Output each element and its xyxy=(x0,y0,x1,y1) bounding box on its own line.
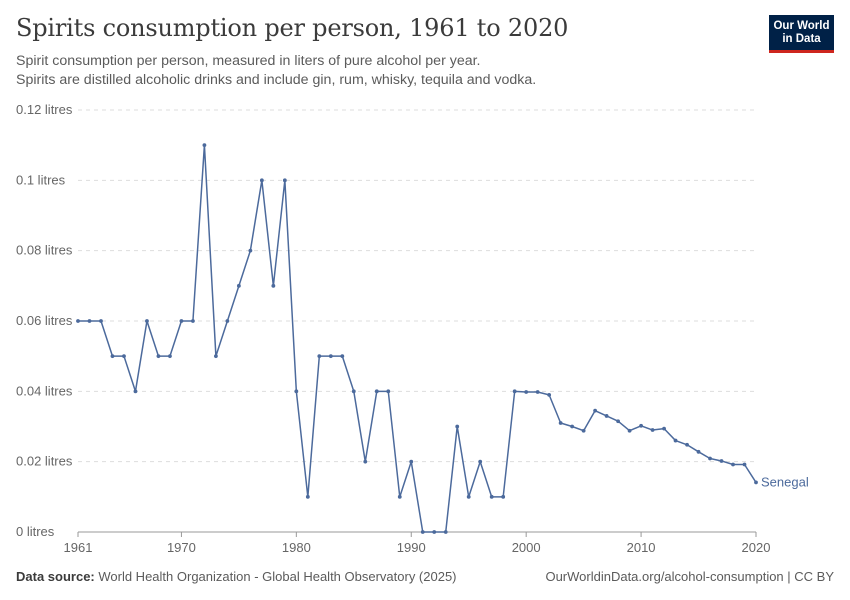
data-point xyxy=(547,392,552,397)
data-point xyxy=(156,354,161,359)
data-point xyxy=(754,480,758,485)
data-point xyxy=(282,178,287,183)
subtitle-line-2: Spirits are distilled alcoholic drinks a… xyxy=(16,72,537,88)
data-point xyxy=(248,248,253,253)
tick-labels: 0 litres 0.02 litres 0.04 litres 0.06 litre… xyxy=(16,102,809,555)
data-point xyxy=(110,354,115,359)
data-point xyxy=(708,456,712,461)
footer-url[interactable]: OurWorldinData.org/alcohol-consumption |… xyxy=(545,569,834,584)
data-point xyxy=(213,354,218,359)
data-point xyxy=(87,319,92,323)
footer-source: Data source: World Health Organization -… xyxy=(16,569,457,584)
y-tick-label: 0.02 litres xyxy=(16,454,73,469)
x-tick-label: 2000 xyxy=(512,540,541,555)
data-point xyxy=(328,354,333,359)
data-point xyxy=(374,389,379,394)
subtitle-line-1: Spirit consumption per person, measured … xyxy=(16,53,481,69)
data-point xyxy=(363,459,368,464)
x-tick-label: 2010 xyxy=(627,540,656,555)
data-point xyxy=(639,423,643,428)
data-point xyxy=(478,459,483,464)
y-tick-label: 0 litres xyxy=(16,524,55,539)
x-tick-label: 1980 xyxy=(282,540,311,555)
data-point xyxy=(191,319,195,323)
data-point xyxy=(145,319,149,323)
data-point xyxy=(386,389,391,394)
chart-subtitle: Spirit consumption per person, measured … xyxy=(16,52,736,90)
data-point xyxy=(133,389,138,394)
logo-accent-bar xyxy=(769,50,834,53)
data-point xyxy=(409,459,414,464)
data-point xyxy=(581,428,586,433)
data-point xyxy=(719,459,724,463)
data-point xyxy=(99,319,103,323)
data-point xyxy=(397,494,402,499)
data-point xyxy=(455,424,460,429)
chart-title: Spirits consumption per person, 1961 to … xyxy=(16,14,569,42)
series-layer xyxy=(76,143,758,534)
data-point xyxy=(501,494,506,499)
data-point xyxy=(202,143,207,148)
data-point xyxy=(524,390,529,394)
data-point xyxy=(305,494,310,499)
data-point xyxy=(489,494,494,499)
data-point xyxy=(443,530,448,534)
x-tick-label: 1990 xyxy=(397,540,426,555)
data-point xyxy=(351,389,356,394)
x-tick-label: 1970 xyxy=(167,540,196,555)
data-point xyxy=(340,354,345,359)
y-tick-label: 0.08 litres xyxy=(16,243,73,258)
data-point xyxy=(122,354,126,359)
x-tick-label: 2020 xyxy=(742,540,771,555)
data-point xyxy=(168,354,172,359)
data-point xyxy=(673,438,678,443)
data-point xyxy=(616,419,621,424)
data-point xyxy=(76,319,80,323)
data-point xyxy=(558,421,563,425)
data-point xyxy=(627,428,632,433)
data-point xyxy=(742,462,747,467)
data-point xyxy=(570,424,575,429)
data-point xyxy=(731,462,735,467)
data-point xyxy=(271,283,276,288)
data-point xyxy=(420,530,425,534)
data-point xyxy=(466,494,471,499)
y-tick-label: 0.04 litres xyxy=(16,383,73,398)
logo-line-1: Our World xyxy=(773,20,830,32)
data-point xyxy=(604,414,609,418)
source-text: World Health Organization - Global Healt… xyxy=(94,569,457,584)
data-point xyxy=(432,530,437,534)
y-tick-label: 0.1 litres xyxy=(16,172,66,187)
data-point xyxy=(662,426,666,431)
data-point xyxy=(593,408,598,413)
y-tick-label: 0.12 litres xyxy=(16,102,73,117)
series-line-senegal xyxy=(78,144,757,533)
x-tick-label: 1961 xyxy=(64,540,93,555)
series-label: Senegal xyxy=(761,474,809,489)
data-point xyxy=(685,442,689,447)
data-point xyxy=(650,428,655,432)
data-point xyxy=(179,319,184,323)
data-point xyxy=(317,354,322,359)
data-point xyxy=(236,283,241,288)
grid-lines xyxy=(78,109,756,463)
axes xyxy=(77,531,757,537)
data-point xyxy=(512,389,517,394)
data-point xyxy=(259,178,264,183)
logo-line-2: in Data xyxy=(782,33,821,45)
owid-logo[interactable]: Our World in Data xyxy=(769,15,834,53)
source-label: Data source: xyxy=(16,569,95,584)
data-point xyxy=(225,319,230,323)
data-point xyxy=(696,449,701,454)
data-point xyxy=(294,389,299,394)
data-point xyxy=(535,390,540,394)
y-tick-label: 0.06 litres xyxy=(16,313,73,328)
